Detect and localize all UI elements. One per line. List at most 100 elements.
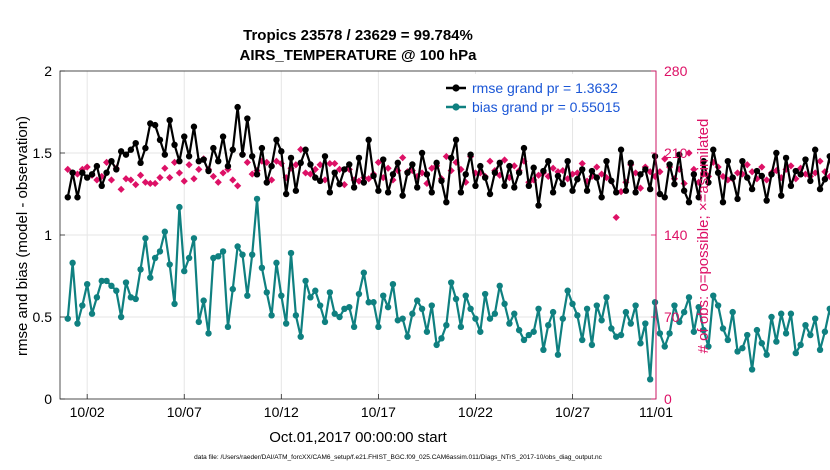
- bias-point: [574, 312, 581, 319]
- bias-point: [234, 243, 241, 250]
- bias-point: [443, 322, 450, 329]
- bias-point: [637, 340, 644, 347]
- rmse-point: [287, 154, 295, 162]
- rmse-point: [637, 171, 644, 178]
- bias-point: [278, 292, 285, 299]
- obs-assimilated-point: [180, 177, 188, 185]
- bias-point: [282, 320, 290, 327]
- obs-assimilated-point: [316, 161, 324, 169]
- rmse-point: [598, 194, 605, 201]
- rmse-point: [734, 195, 741, 203]
- rmse-point: [719, 199, 727, 206]
- bias-point: [219, 248, 227, 255]
- obs-assimilated-point: [209, 172, 217, 181]
- obs-assimilated-point: [161, 164, 169, 172]
- rmse-point: [69, 169, 76, 176]
- bias-point: [588, 341, 596, 349]
- rmse-point: [302, 146, 309, 153]
- bias-point: [676, 318, 683, 326]
- rmse-point: [156, 136, 164, 144]
- obs-assimilated-point: [136, 171, 145, 179]
- bias-point: [302, 277, 309, 285]
- rmse-point: [467, 151, 474, 158]
- obs-assimilated-point: [568, 170, 577, 178]
- y-right-tick-label: 140: [664, 227, 688, 243]
- bias-point: [205, 330, 212, 337]
- bias-point: [666, 330, 673, 337]
- chart-subtitle: AIRS_TEMPERATURE @ 100 hPa: [240, 47, 478, 64]
- obs-assimilated-point: [335, 165, 344, 173]
- rmse-point: [438, 177, 445, 185]
- rmse-point: [312, 174, 319, 181]
- obs-assimilated-point: [772, 166, 780, 175]
- obs-assimilated-point: [263, 158, 271, 166]
- rmse-point: [622, 187, 630, 194]
- rmse-point: [399, 192, 406, 199]
- rmse-point: [244, 115, 251, 122]
- bias-point: [816, 346, 824, 353]
- bias-point: [287, 249, 295, 257]
- rmse-point: [700, 158, 707, 165]
- bias-point: [583, 305, 591, 312]
- legend-rmse-label: rmse grand pr = 1.3632: [472, 80, 618, 96]
- obs-assimilated-point: [408, 166, 416, 175]
- obs-assimilated-point: [636, 184, 645, 192]
- bias-point: [365, 299, 372, 306]
- bias-point: [729, 308, 736, 316]
- rmse-point: [229, 146, 236, 153]
- rmse-point: [404, 169, 411, 176]
- rmse-point: [263, 179, 270, 186]
- obs-assimilated-point: [234, 182, 242, 190]
- rmse-point: [307, 161, 314, 168]
- rmse-point: [739, 158, 746, 165]
- bias-point: [69, 259, 76, 267]
- obs-assimilated-point: [268, 176, 276, 184]
- y-axis-left-label: rmse and bias (model - observation): [14, 116, 31, 356]
- bias-point: [506, 320, 513, 327]
- rmse-point: [792, 167, 799, 175]
- obs-assimilated-point: [816, 157, 824, 165]
- rmse-point: [680, 187, 688, 194]
- obs-assimilated-point: [486, 157, 494, 165]
- rmse-point: [472, 182, 479, 189]
- rmse-point: [651, 153, 659, 160]
- obs-assimilated-point: [321, 176, 329, 184]
- bias-point: [642, 320, 649, 327]
- bias-point: [355, 290, 363, 298]
- rmse-point: [515, 169, 523, 176]
- rmse-point: [758, 172, 766, 180]
- rmse-point: [452, 136, 460, 144]
- rmse-point: [797, 171, 804, 178]
- rmse-point: [705, 179, 712, 186]
- rmse-point: [744, 174, 751, 181]
- rmse-point: [239, 151, 246, 158]
- rmse-point: [506, 162, 513, 170]
- bias-point: [705, 343, 712, 350]
- bias-point: [147, 274, 154, 281]
- rmse-point: [297, 159, 304, 167]
- bias-point: [195, 318, 203, 326]
- rmse-point: [646, 185, 654, 193]
- bias-point: [239, 251, 246, 258]
- bias-point: [734, 348, 741, 355]
- rmse-point: [714, 169, 722, 176]
- rmse-point: [486, 190, 494, 198]
- rmse-point: [278, 148, 285, 155]
- obs-assimilated-point: [617, 188, 625, 196]
- bias-point: [108, 282, 115, 290]
- obs-assimilated-point: [549, 164, 557, 172]
- obs-assimilated-point: [452, 158, 460, 166]
- bias-point: [389, 281, 397, 288]
- rmse-point: [603, 158, 610, 165]
- obs-assimilated-point: [573, 169, 581, 177]
- bias-point: [773, 338, 780, 345]
- rmse-point: [617, 146, 625, 153]
- bias-point: [821, 328, 829, 335]
- rmse-point: [520, 144, 528, 152]
- bias-point: [93, 294, 101, 301]
- obs-assimilated-point: [593, 163, 601, 171]
- rmse-point: [74, 194, 81, 201]
- rmse-point: [215, 158, 222, 165]
- rmse-point: [501, 182, 508, 189]
- rmse-point: [185, 153, 193, 160]
